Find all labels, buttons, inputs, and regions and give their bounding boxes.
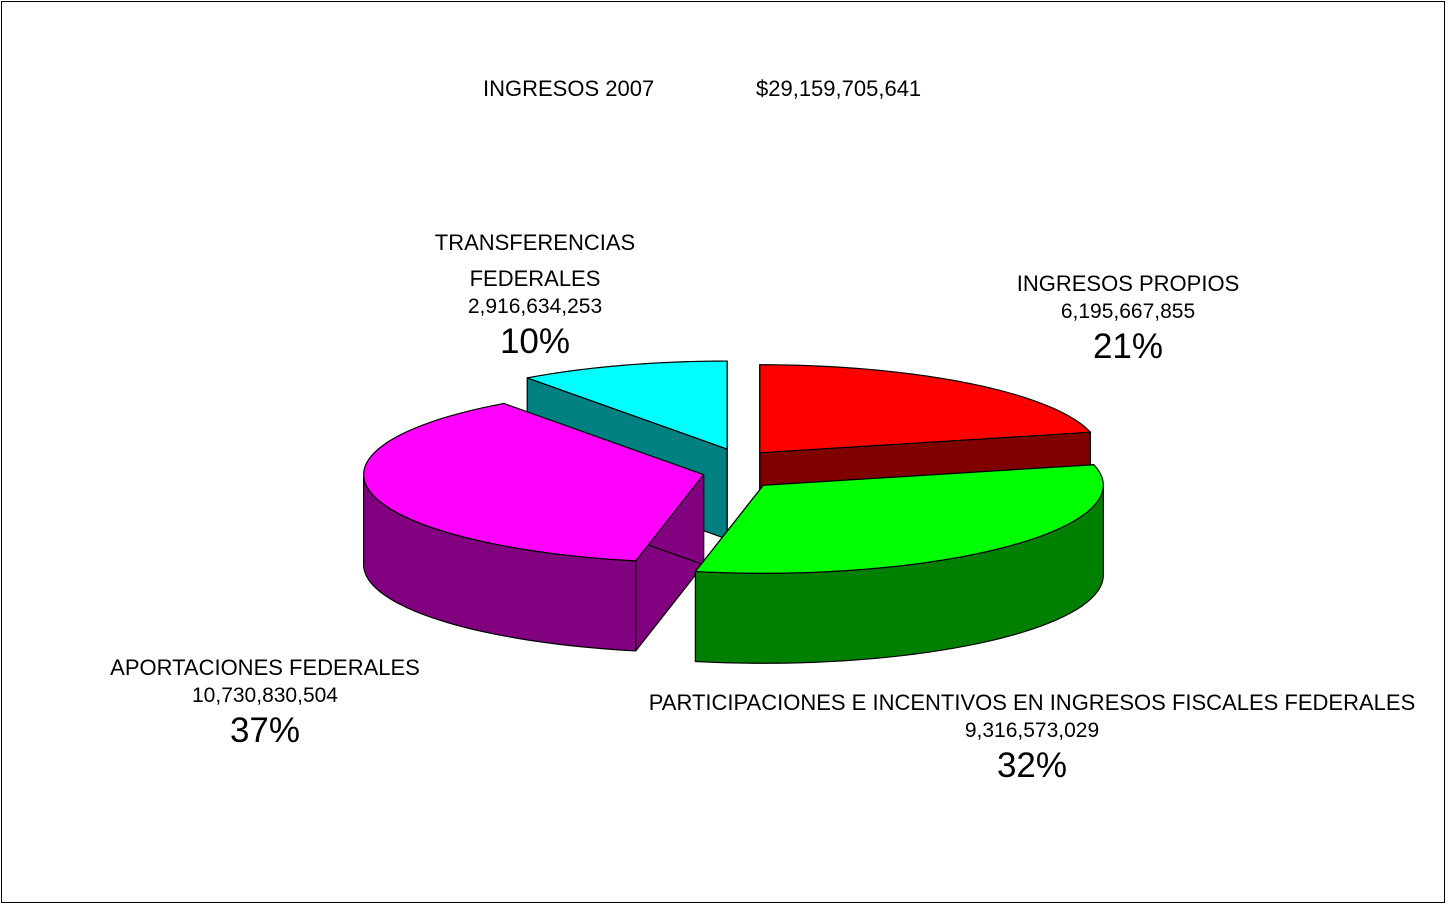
slice-value-label: 10,730,830,504 <box>192 684 338 707</box>
chart-total: $29,159,705,641 <box>756 76 922 101</box>
slice-value-label: 6,195,667,855 <box>1060 300 1196 323</box>
slice-label: APORTACIONES FEDERALES <box>110 655 420 680</box>
slice-top <box>526 360 728 450</box>
chart-title: INGRESOS 2007 <box>483 76 655 101</box>
slice-top <box>694 464 1104 574</box>
slice <box>694 464 1104 664</box>
slice <box>363 402 705 652</box>
slice-top <box>363 402 705 562</box>
slice-percent-label: 37% <box>229 711 301 750</box>
slice-top <box>759 364 1091 454</box>
slice-value-label: 9,316,573,029 <box>964 719 1100 742</box>
slice-label: PARTICIPACIONES E INCENTIVOS EN INGRESOS… <box>648 690 1416 715</box>
slice-value-label: 2,916,634,253 <box>467 295 603 318</box>
slice-label: TRANSFERENCIAS FEDERALES <box>434 230 636 291</box>
slice-percent-label: 21% <box>1092 327 1164 366</box>
slice-label: INGRESOS PROPIOS <box>1016 271 1240 296</box>
slice-percent-label: 32% <box>996 746 1068 785</box>
slice-percent-label: 10% <box>499 322 571 361</box>
